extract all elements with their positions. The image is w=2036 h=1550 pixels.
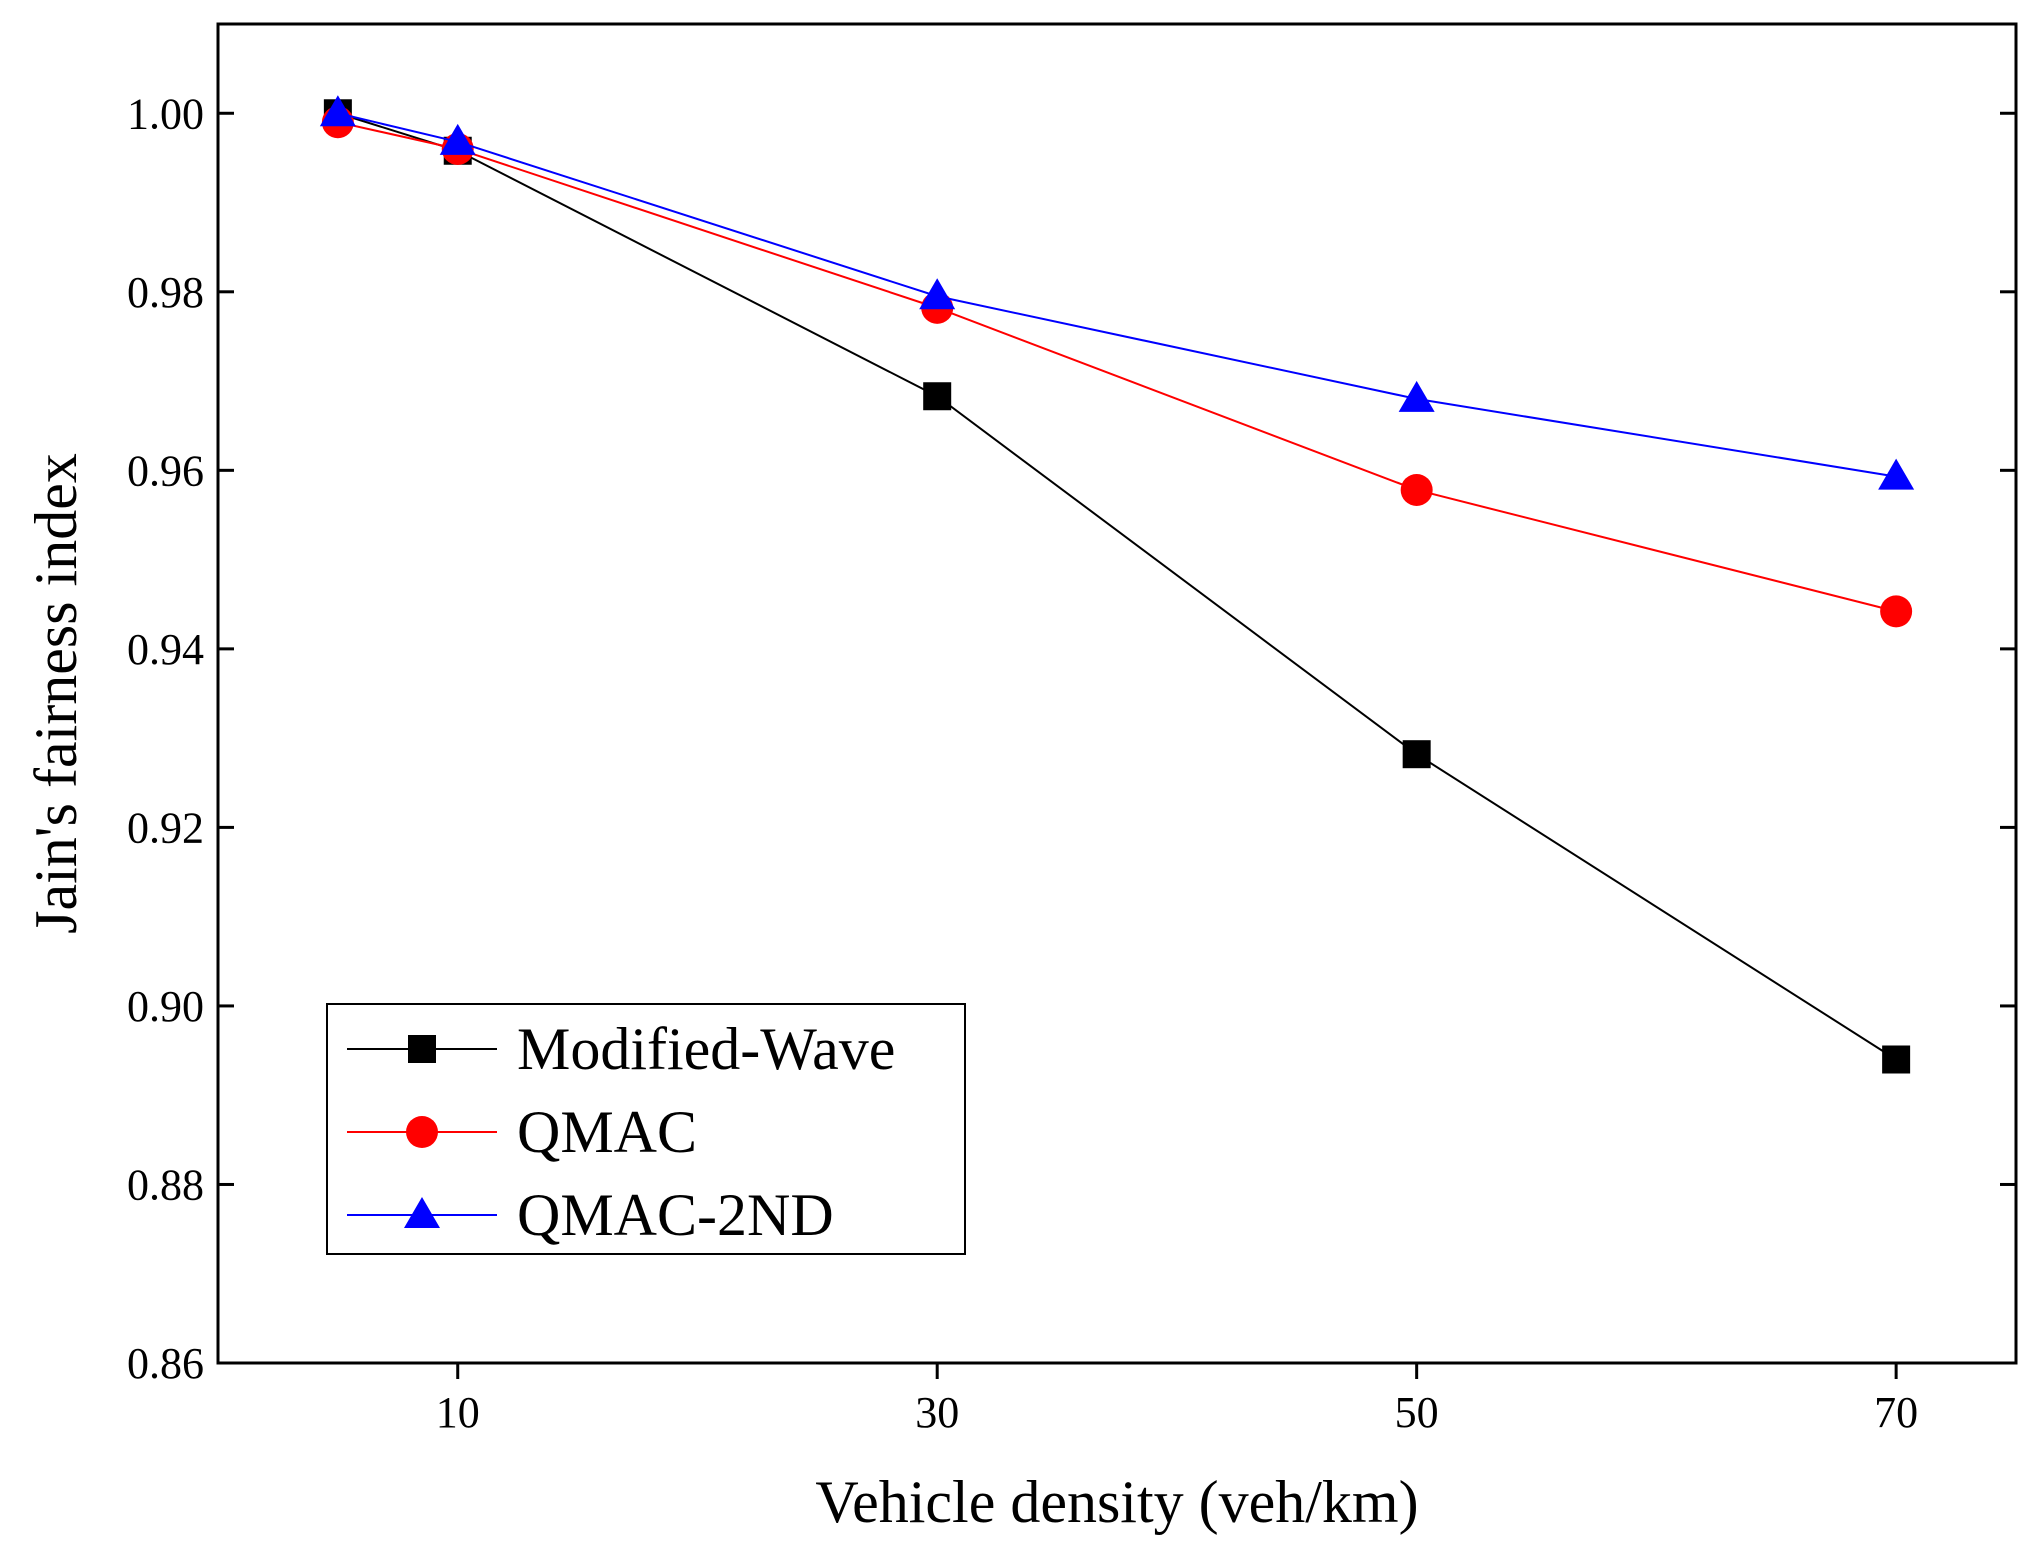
data-point [439,123,476,155]
data-point [319,95,356,127]
plot-frame [216,22,2018,1365]
y-tick-label: 0.92 [127,803,204,852]
series-qmac [321,106,1913,628]
y-tick-label: 0.86 [127,1339,204,1388]
data-point [1878,458,1915,490]
y-tick-label: 1.00 [127,89,204,138]
series-line [337,112,1897,478]
x-axis-title: Vehicle density (veh/km) [815,1469,1418,1535]
legend-marker [404,1197,440,1228]
y-tick-label: 0.96 [127,446,204,495]
series-line [337,121,1897,613]
series-layer [319,95,1915,1074]
x-tick-label: 30 [915,1388,959,1437]
series-modified-wave [323,99,1911,1074]
axes: 0.86 0.88 0.90 0.92 0.94 0.96 0.98 1.00 10 30 50 70 [127,22,2018,1437]
y-tick-label: 0.88 [127,1160,204,1209]
legend-label: Modified-Wave [517,1016,895,1082]
data-point [1402,740,1431,769]
data-point [923,382,952,411]
legend-label: QMAC-2ND [517,1182,834,1248]
y-axis-title: Jain's fairness index [23,453,89,934]
legend-label: QMAC [517,1099,697,1165]
x-tick-label: 10 [436,1388,480,1437]
data-point [919,278,956,310]
series-qmac-2nd [319,95,1915,490]
series-line [337,112,1897,1061]
data-point [1400,473,1433,506]
legend-marker [406,1116,438,1148]
data-point [1882,1045,1911,1074]
x-tick-label: 50 [1395,1388,1439,1437]
y-tick-label: 0.98 [127,268,204,317]
legend-marker [408,1035,436,1063]
legend: Modified-Wave QMAC QMAC-2ND [326,1003,966,1255]
y-tick-label: 0.94 [127,625,204,674]
data-point [1398,380,1435,412]
x-tick-label: 70 [1874,1388,1918,1437]
y-tick-label: 0.90 [127,982,204,1031]
data-point [1880,595,1913,628]
